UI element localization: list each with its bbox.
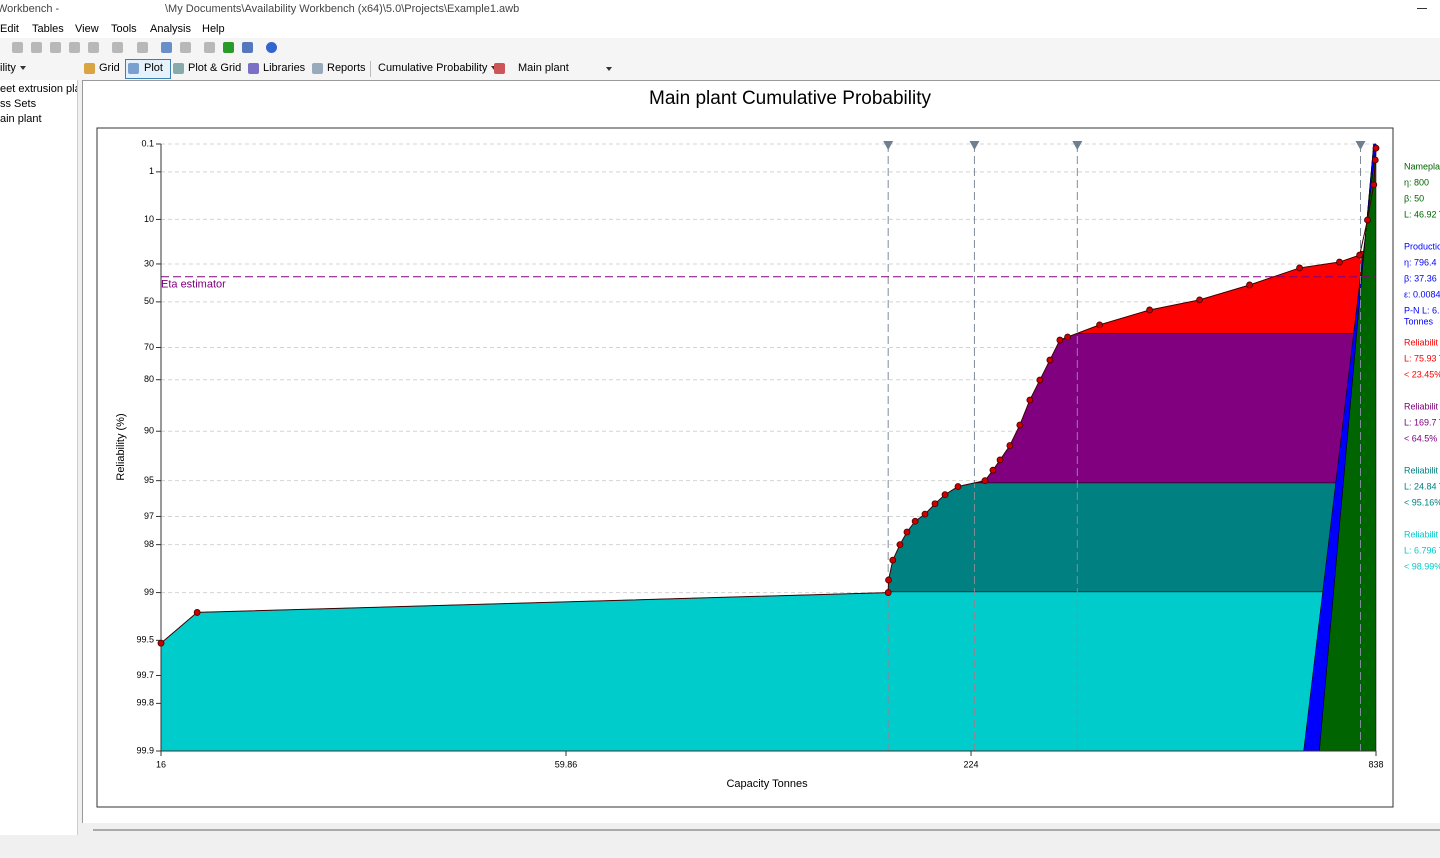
legend-eta: η: 796.4	[1404, 257, 1437, 267]
y-tick-label: 80	[144, 374, 154, 384]
data-point	[922, 511, 928, 517]
legend-detail: Tonnes	[1404, 316, 1434, 326]
y-tick-label: 99.9	[136, 745, 154, 755]
legend-eta: η: 800	[1404, 177, 1429, 187]
data-point	[1357, 252, 1363, 258]
data-point	[904, 529, 910, 535]
y-tick-label: 70	[144, 342, 154, 352]
data-point	[1247, 282, 1253, 288]
data-point	[1065, 334, 1071, 340]
legend-life: L: 75.93 T	[1404, 353, 1440, 363]
data-point	[912, 518, 918, 524]
eta-estimator-label: Eta estimator	[161, 279, 226, 291]
legend-limit: < 64.5%	[1404, 433, 1437, 443]
y-tick-label: 99.8	[136, 698, 154, 708]
y-tick-label: 0.1	[141, 138, 154, 148]
data-point	[942, 492, 948, 498]
legend-limit: < 95.16%	[1404, 497, 1440, 507]
data-point	[1147, 307, 1153, 313]
y-tick-label: 99.7	[136, 670, 154, 680]
data-point	[932, 501, 938, 507]
y-axis-label: Reliability (%)	[115, 413, 127, 480]
x-tick-label: 224	[964, 759, 979, 769]
band-marker	[969, 141, 979, 150]
data-point	[982, 478, 988, 484]
legend-detail: P-N L: 6.	[1404, 305, 1440, 315]
data-point	[1364, 217, 1370, 223]
legend-title: Namepla	[1404, 161, 1440, 171]
data-point	[955, 484, 961, 490]
y-tick-label: 98	[144, 539, 154, 549]
y-tick-label: 99.5	[136, 635, 154, 645]
data-point	[1297, 265, 1303, 271]
chart-title: Main plant Cumulative Probability	[649, 88, 931, 109]
data-point	[1372, 157, 1378, 163]
data-point	[990, 467, 996, 473]
band-marker	[1356, 141, 1366, 150]
reliability-band	[888, 483, 1336, 592]
data-point	[897, 542, 903, 548]
y-tick-label: 50	[144, 296, 154, 306]
legend-life: L: 169.7 T	[1404, 417, 1440, 427]
data-point	[997, 457, 1003, 463]
legend-life: L: 24.84 T	[1404, 481, 1440, 491]
band-marker	[883, 141, 893, 150]
data-point	[1047, 357, 1053, 363]
data-point	[1197, 297, 1203, 303]
band-marker	[1072, 141, 1082, 150]
legend-limit: < 98.99%	[1404, 561, 1440, 571]
legend-detail: L: 46.92 T	[1404, 209, 1440, 219]
data-point	[886, 577, 892, 583]
legend-detail: ε: 0.0084	[1404, 289, 1440, 299]
data-point	[1007, 443, 1013, 449]
legend-title: Reliabilit	[1404, 337, 1439, 347]
data-point	[194, 609, 200, 615]
data-point	[1027, 397, 1033, 403]
legend-title: Reliabilit	[1404, 465, 1439, 475]
x-axis-label: Capacity Tonnes	[726, 778, 808, 790]
data-point	[1097, 322, 1103, 328]
data-point	[890, 557, 896, 563]
legend-life: L: 6.796 T	[1404, 545, 1440, 555]
x-tick-label: 59.86	[555, 759, 578, 769]
data-point	[1017, 422, 1023, 428]
y-tick-label: 95	[144, 475, 154, 485]
y-tick-label: 10	[144, 214, 154, 224]
y-tick-label: 97	[144, 511, 154, 521]
y-tick-label: 30	[144, 258, 154, 268]
data-point	[1037, 377, 1043, 383]
y-tick-label: 90	[144, 426, 154, 436]
data-point	[1057, 337, 1063, 343]
legend-beta: β: 50	[1404, 193, 1424, 203]
legend-title: Reliabilit	[1404, 529, 1439, 539]
data-point	[885, 590, 891, 596]
data-point	[158, 640, 164, 646]
data-point	[1371, 182, 1377, 188]
data-point	[1336, 259, 1342, 265]
reliability-band	[974, 333, 1353, 483]
reliability-band	[161, 592, 1323, 751]
data-point	[1373, 145, 1379, 151]
legend-title: Reliabilit	[1404, 401, 1439, 411]
legend-limit: < 23.45%	[1404, 369, 1440, 379]
x-tick-label: 838	[1368, 759, 1383, 769]
y-tick-label: 99	[144, 587, 154, 597]
legend-beta: β: 37.36	[1404, 273, 1437, 283]
y-tick-label: 1	[149, 166, 154, 176]
legend-title: Productio	[1404, 241, 1440, 251]
x-tick-label: 16	[156, 759, 166, 769]
